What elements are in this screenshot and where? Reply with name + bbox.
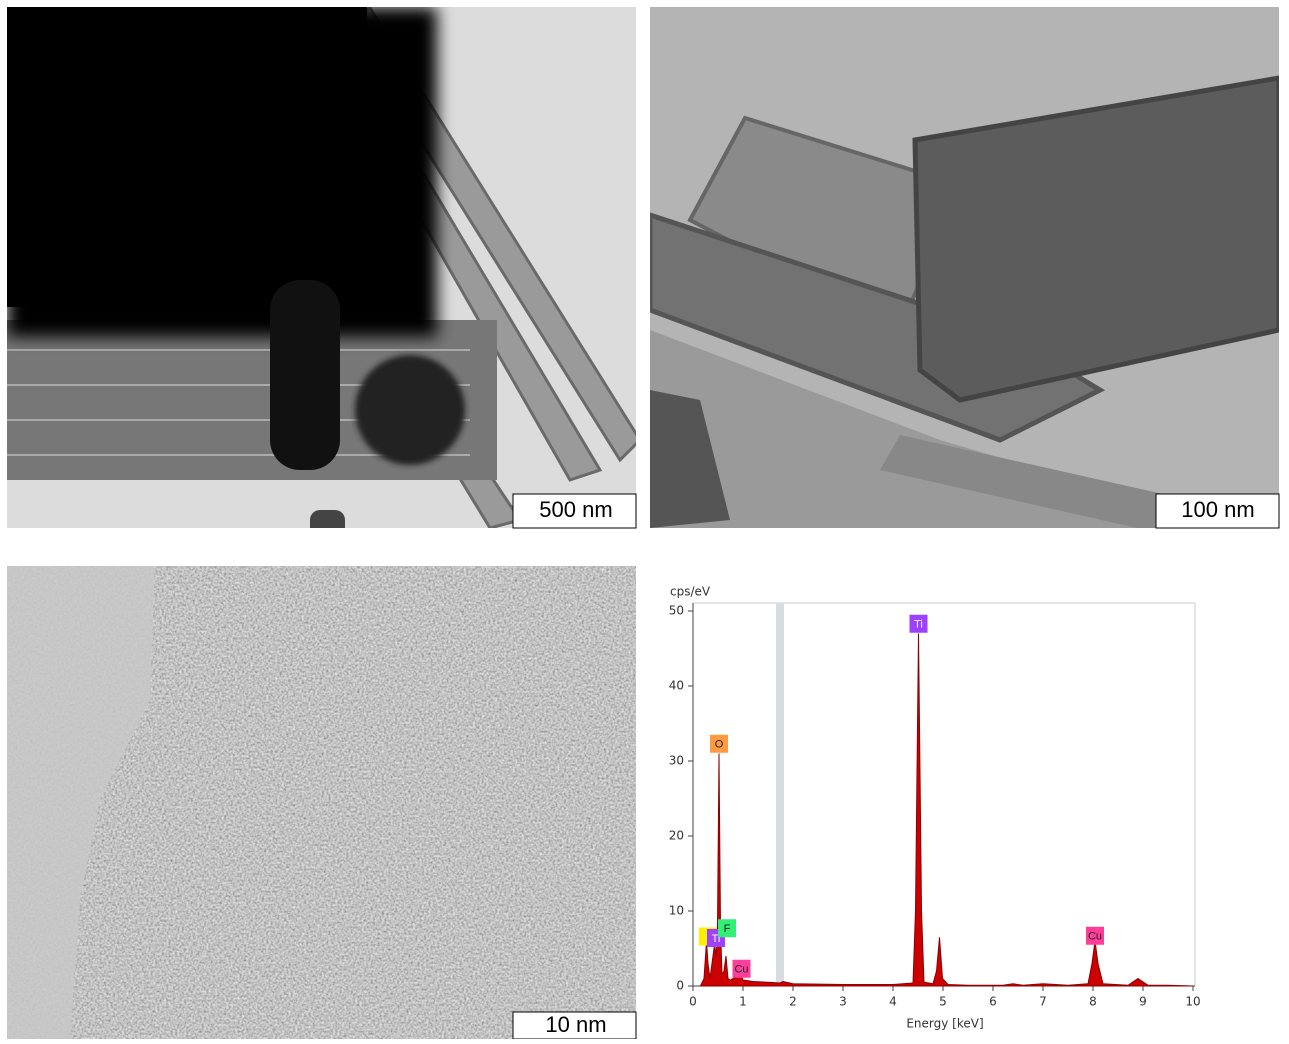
tem-image-mid-mag [650, 7, 1279, 560]
peak-label: Cu [734, 964, 748, 976]
scale-bar-label: 500 nm [539, 497, 612, 522]
peak-label: Ti [914, 619, 923, 631]
peak-label: O [715, 739, 724, 751]
spectrum [701, 634, 1194, 987]
x-tick-label: 10 [1185, 995, 1200, 1009]
y-tick-label: 50 [669, 604, 684, 618]
hrtem-image [7, 566, 636, 1039]
peak-label: F [724, 923, 731, 935]
plot-frame [693, 603, 1195, 986]
x-tick-label: 3 [839, 995, 847, 1009]
y-tick-label: 40 [669, 679, 684, 693]
peak-label: Cu [1088, 931, 1102, 943]
tem-image-low-mag [7, 7, 640, 540]
x-tick-label: 5 [939, 995, 947, 1009]
x-tick-label: 2 [789, 995, 797, 1009]
x-tick-label: 1 [739, 995, 747, 1009]
x-tick-label: 9 [1139, 995, 1147, 1009]
y-tick-label: 0 [676, 979, 684, 993]
x-tick-label: 0 [689, 995, 697, 1009]
y-axis-label: cps/eV [670, 585, 711, 599]
scale-bar-label: 100 nm [1181, 497, 1254, 522]
scale-bar-label: 10 nm [545, 1012, 606, 1037]
x-tick-label: 7 [1039, 995, 1047, 1009]
y-tick-label: 30 [669, 754, 684, 768]
x-tick-label: 8 [1089, 995, 1097, 1009]
figure: 500 nm 100 nm 10 nm cps/eV Energy [keV] … [0, 0, 1289, 1039]
y-tick-label: 10 [669, 904, 684, 918]
x-tick-label: 6 [989, 995, 997, 1009]
marker-band [776, 603, 784, 986]
x-tick-label: 4 [889, 995, 897, 1009]
y-tick-label: 20 [669, 829, 684, 843]
x-axis-label: Energy [keV] [906, 1017, 983, 1031]
